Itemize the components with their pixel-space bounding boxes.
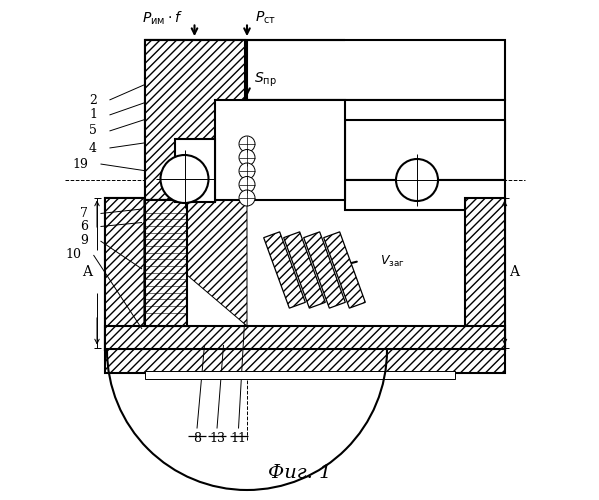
Polygon shape: [304, 232, 345, 308]
Circle shape: [239, 150, 255, 166]
Polygon shape: [247, 100, 504, 140]
Text: $V_{\rm заг}$: $V_{\rm заг}$: [380, 254, 404, 268]
Text: A: A: [510, 266, 519, 280]
Bar: [144, 371, 455, 379]
Circle shape: [239, 136, 255, 152]
Bar: [464, 198, 504, 350]
Bar: [247, 40, 504, 100]
Text: 8: 8: [193, 432, 201, 446]
Text: 4: 4: [89, 142, 97, 154]
Polygon shape: [144, 200, 187, 326]
Text: $P_{\rm им}\cdot f$: $P_{\rm им}\cdot f$: [141, 10, 183, 26]
Text: 9: 9: [80, 234, 88, 248]
Text: 19: 19: [72, 158, 88, 170]
Circle shape: [239, 190, 255, 206]
Circle shape: [396, 159, 438, 201]
Circle shape: [239, 176, 255, 192]
Polygon shape: [144, 40, 244, 200]
Text: A: A: [82, 266, 92, 280]
Bar: [104, 326, 504, 350]
Circle shape: [161, 155, 208, 203]
Polygon shape: [323, 232, 365, 308]
Polygon shape: [284, 232, 325, 308]
Text: Фиг. 1: Фиг. 1: [268, 464, 331, 481]
Text: 10: 10: [65, 248, 81, 262]
Bar: [144, 40, 244, 200]
Bar: [214, 100, 344, 200]
Bar: [104, 198, 504, 350]
Bar: [344, 180, 504, 210]
Text: 11: 11: [231, 432, 247, 446]
Bar: [104, 198, 144, 350]
Polygon shape: [264, 232, 305, 308]
Polygon shape: [144, 200, 184, 326]
Text: 13: 13: [209, 432, 225, 446]
Text: 5: 5: [89, 124, 97, 138]
Text: D: D: [224, 153, 235, 167]
Text: $P_{\rm ст}$: $P_{\rm ст}$: [255, 10, 276, 26]
Text: 7: 7: [80, 207, 88, 220]
Polygon shape: [187, 200, 247, 326]
Bar: [217, 102, 342, 198]
Text: 2: 2: [89, 94, 97, 106]
Text: 6: 6: [80, 220, 88, 233]
Bar: [104, 349, 504, 372]
Bar: [174, 139, 214, 202]
Text: 1: 1: [89, 108, 97, 122]
Bar: [344, 120, 504, 180]
Circle shape: [239, 163, 255, 179]
Text: $S_{\rm пр}$: $S_{\rm пр}$: [254, 71, 277, 89]
